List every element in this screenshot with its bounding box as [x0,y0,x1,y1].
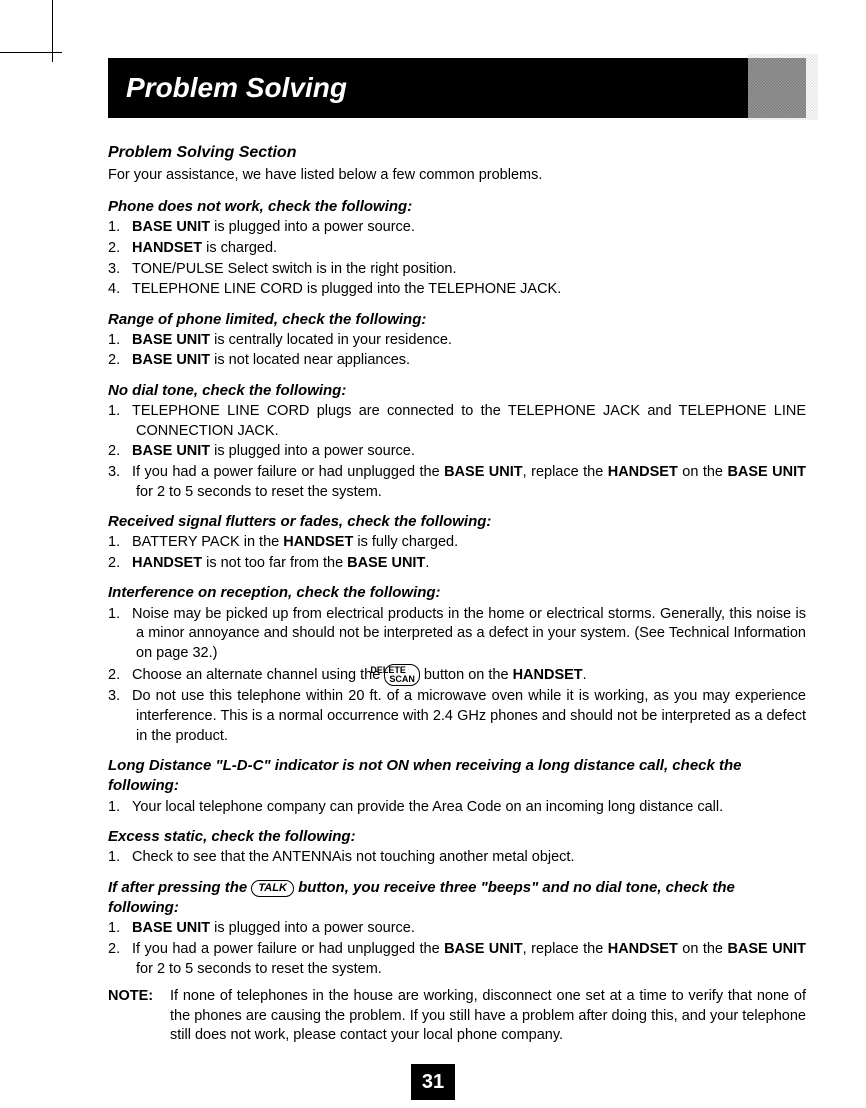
crop-mark-horizontal [0,52,62,53]
subheading: Phone does not work, check the following… [108,197,806,217]
intro-heading: Problem Solving Section [108,142,806,164]
item-list: 1.BASE UNIT is centrally located in your… [108,331,806,371]
list-item: 1.Noise may be picked up from electrical… [108,605,806,664]
item-number: 1. [108,402,132,422]
item-list: 1.Your local telephone company can provi… [108,798,806,818]
list-item: 1.BASE UNIT is centrally located in your… [108,331,806,351]
list-item: 1.BASE UNIT is plugged into a power sour… [108,919,806,939]
item-number: 2. [108,666,132,686]
bold-term: BASE UNIT [132,332,210,348]
intro-text: For your assistance, we have listed belo… [108,166,806,186]
list-item: 3.Do not use this telephone within 20 ft… [108,687,806,746]
decorative-dither [748,54,818,120]
item-list: 1.Noise may be picked up from electrical… [108,605,806,746]
list-item: 3.TONE/PULSE Select switch is in the rig… [108,260,806,280]
bold-term: BASE UNIT [132,920,210,936]
item-list: 1.BATTERY PACK in the HANDSET is fully c… [108,533,806,573]
item-number: 2. [108,239,132,259]
button-icon: DELETESCAN [384,664,420,686]
content-area: Problem Solving Section For your assista… [108,142,806,1046]
bold-term: BASE UNIT [132,219,210,235]
bold-term: BASE UNIT [444,941,523,957]
item-number: 2. [108,442,132,462]
bold-term: HANDSET [608,941,678,957]
item-number: 1. [108,848,132,868]
list-item: 2.If you had a power failure or had unpl… [108,940,806,979]
item-list: 1.TELEPHONE LINE CORD plugs are connecte… [108,402,806,502]
item-number: 2. [108,554,132,574]
talk-heading: If after pressing the TALK button, you r… [108,878,806,919]
item-number: 1. [108,798,132,818]
list-item: 2.HANDSET is not too far from the BASE U… [108,554,806,574]
subheading: Received signal flutters or fades, check… [108,512,806,532]
bold-term: HANDSET [132,240,202,256]
list-item: 3.If you had a power failure or had unpl… [108,463,806,502]
bold-term: BASE UNIT [444,464,523,480]
bold-term: BASE UNIT [132,352,210,368]
bold-term: BASE UNIT [727,941,806,957]
bold-term: HANDSET [513,667,583,683]
list-item: 2.BASE UNIT is plugged into a power sour… [108,442,806,462]
talk-list: 1.BASE UNIT is plugged into a power sour… [108,919,806,979]
page-title: Problem Solving [126,72,788,104]
note-label: NOTE: [108,987,170,1046]
list-item: 2.Choose an alternate channel using the … [108,664,806,686]
list-item: 1.Check to see that the ANTENNAis not to… [108,848,806,868]
bold-term: HANDSET [283,534,353,550]
item-number: 1. [108,331,132,351]
subheading: Excess static, check the following: [108,827,806,847]
subheading: Long Distance "L-D-C" indicator is not O… [108,756,806,797]
subheading: Interference on reception, check the fol… [108,583,806,603]
item-list: 1.BASE UNIT is plugged into a power sour… [108,218,806,299]
item-number: 3. [108,463,132,483]
list-item: 1.Your local telephone company can provi… [108,798,806,818]
item-number: 2. [108,351,132,371]
subheading: Range of phone limited, check the follow… [108,310,806,330]
bold-term: HANDSET [608,464,678,480]
list-item: 4.TELEPHONE LINE CORD is plugged into th… [108,280,806,300]
item-number: 1. [108,605,132,625]
list-item: 1.TELEPHONE LINE CORD plugs are connecte… [108,402,806,441]
subheading: No dial tone, check the following: [108,381,806,401]
bold-term: BASE UNIT [727,464,806,480]
item-number: 3. [108,260,132,280]
page-number: 31 [411,1064,455,1100]
note-row: NOTE: If none of telephones in the house… [108,987,806,1046]
bold-term: BASE UNIT [132,443,210,459]
item-number: 1. [108,533,132,553]
list-item: 2.BASE UNIT is not located near applianc… [108,351,806,371]
item-number: 3. [108,687,132,707]
item-number: 1. [108,919,132,939]
note-text: If none of telephones in the house are w… [170,987,806,1046]
list-item: 1.BASE UNIT is plugged into a power sour… [108,218,806,238]
page-container: Problem Solving Problem Solving Section … [0,0,866,1046]
bold-term: BASE UNIT [347,555,425,571]
item-number: 2. [108,940,132,960]
list-item: 1.BATTERY PACK in the HANDSET is fully c… [108,533,806,553]
bold-term: HANDSET [132,555,202,571]
header-bar: Problem Solving [108,58,806,118]
item-number: 1. [108,218,132,238]
list-item: 2.HANDSET is charged. [108,239,806,259]
talk-heading-pre: If after pressing the [108,879,251,896]
item-number: 4. [108,280,132,300]
item-list: 1.Check to see that the ANTENNAis not to… [108,848,806,868]
talk-button-icon: TALK [251,880,294,897]
